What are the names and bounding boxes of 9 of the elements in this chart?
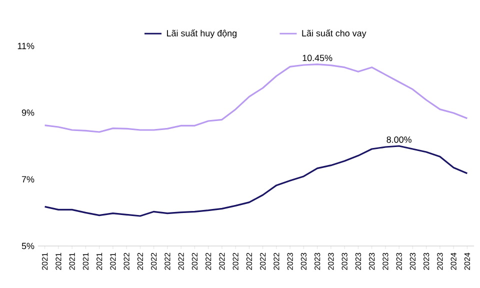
y-tick-label: 9% (22, 109, 34, 116)
data-label: 8.00% (386, 136, 412, 143)
line-series (44, 64, 468, 133)
legend-label: Lãi suất cho vay (302, 29, 366, 38)
data-label: 10.45% (302, 54, 332, 62)
y-tick-label: 7% (22, 176, 34, 182)
legend-label: Lãi suất huy động (167, 29, 236, 38)
y-tick-label: 11% (18, 42, 34, 50)
y-tick-label: 5% (22, 242, 34, 250)
